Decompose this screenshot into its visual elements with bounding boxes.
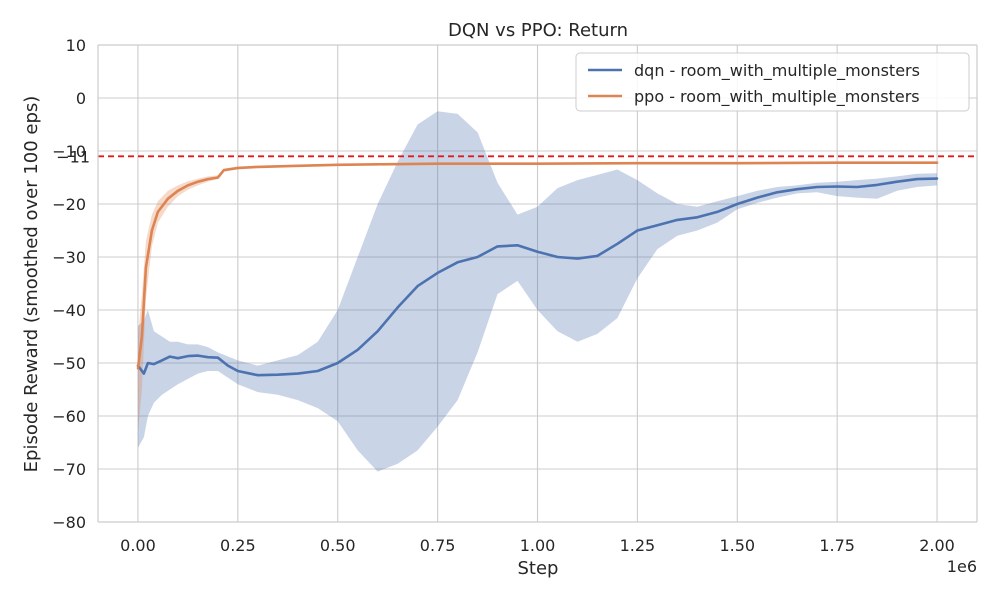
axes: [97, 44, 978, 523]
x-tick-label: 0.25: [220, 536, 256, 555]
x-tick-label: 2.00: [919, 536, 955, 555]
y-tick-label: 0: [76, 89, 86, 108]
y-tick-label: −30: [52, 248, 86, 267]
series-line-0: [136, 177, 939, 377]
y-tick-label: −20: [52, 195, 86, 214]
legend-entry-0: dqn - room_with_multiple_monsters: [634, 61, 920, 81]
x-tick-label: 1.25: [620, 536, 656, 555]
x-tick-label: 1.00: [520, 536, 556, 555]
x-axis-offset-label: 1e6: [947, 557, 977, 576]
x-tick-label: 1.50: [719, 536, 755, 555]
tick-labels: 0.00 0.25 0.50 0.75 1.00 1.25 1.50 1.75 2.00 10 0 −…: [52, 36, 955, 555]
reference-line-group: −11: [56, 147, 977, 166]
series-line-1: [136, 161, 939, 370]
x-tick-label: 0.75: [420, 536, 456, 555]
y-axis-label: Episode Reward (smoothed over 100 eps): [21, 96, 42, 473]
y-tick-label: −40: [52, 301, 86, 320]
y-tick-label: −10: [52, 142, 86, 161]
reference-line-label: −11: [56, 147, 90, 166]
x-tick-label: 0.50: [320, 536, 356, 555]
confidence-bands: [138, 111, 937, 472]
x-axis-label: Step: [518, 558, 559, 579]
y-tick-label: 10: [66, 36, 86, 55]
legend-entry-1: ppo - room_with_multiple_monsters: [634, 87, 920, 107]
legend-box: [575, 52, 970, 112]
y-tick-label: −80: [52, 513, 86, 532]
x-tick-label: 1.75: [819, 536, 855, 555]
y-tick-label: −50: [52, 354, 86, 373]
chart-title: DQN vs PPO: Return: [448, 20, 628, 41]
x-tick-label: 0.00: [120, 536, 156, 555]
y-tick-label: −70: [52, 460, 86, 479]
series-band-0: [138, 111, 937, 472]
y-tick-label: −60: [52, 407, 86, 426]
series-lines: [136, 161, 939, 377]
